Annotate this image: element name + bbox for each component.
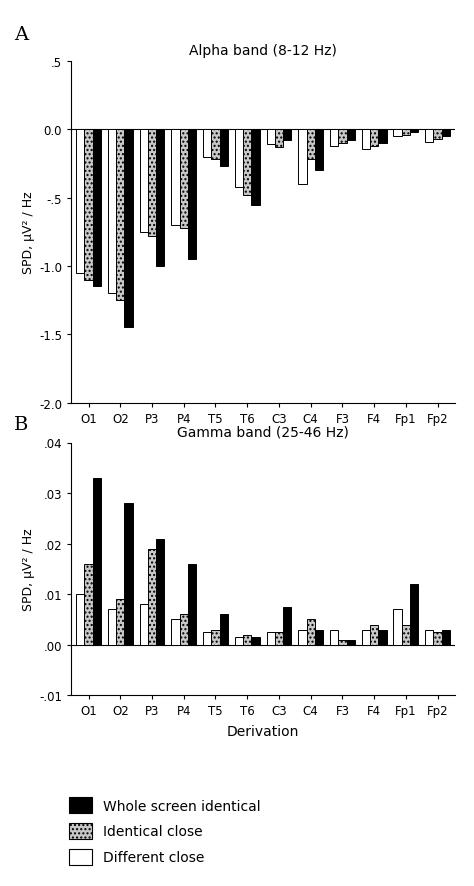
Bar: [108, 610, 116, 645]
Bar: [362, 630, 370, 645]
Bar: [410, 130, 418, 133]
Bar: [370, 625, 378, 645]
Bar: [211, 630, 219, 645]
Title: Gamma band (25-46 Hz): Gamma band (25-46 Hz): [177, 425, 349, 439]
Bar: [235, 130, 243, 188]
Bar: [402, 130, 410, 136]
Bar: [330, 130, 338, 146]
Bar: [442, 630, 450, 645]
Bar: [140, 604, 148, 645]
Bar: [425, 130, 433, 143]
Bar: [338, 130, 346, 144]
Bar: [188, 130, 196, 260]
Bar: [338, 640, 346, 645]
Bar: [251, 130, 260, 206]
Bar: [362, 130, 370, 150]
Bar: [370, 130, 378, 146]
Bar: [203, 633, 211, 645]
Bar: [393, 610, 402, 645]
Bar: [180, 130, 188, 229]
Title: Alpha band (8-12 Hz): Alpha band (8-12 Hz): [189, 44, 337, 58]
Y-axis label: SPD, μV² / Hz: SPD, μV² / Hz: [22, 528, 35, 610]
Text: A: A: [14, 26, 28, 44]
Bar: [116, 600, 124, 645]
Bar: [298, 630, 307, 645]
Bar: [393, 130, 402, 137]
Bar: [76, 130, 84, 274]
Bar: [211, 130, 219, 160]
Legend: Whole screen identical, Identical close, Different close: Whole screen identical, Identical close,…: [64, 791, 266, 870]
Bar: [219, 615, 228, 645]
Bar: [140, 130, 148, 232]
Bar: [433, 633, 442, 645]
Bar: [442, 130, 450, 137]
X-axis label: Derivation: Derivation: [227, 725, 299, 738]
Bar: [410, 585, 418, 645]
Bar: [266, 130, 275, 145]
Bar: [275, 130, 283, 148]
Bar: [283, 607, 292, 645]
Bar: [402, 625, 410, 645]
Bar: [243, 635, 251, 645]
Bar: [315, 130, 323, 171]
Bar: [346, 130, 355, 141]
Bar: [298, 130, 307, 185]
Bar: [76, 595, 84, 645]
Bar: [84, 130, 93, 280]
Bar: [116, 130, 124, 301]
Bar: [243, 130, 251, 196]
Bar: [124, 503, 133, 645]
Bar: [108, 130, 116, 294]
Bar: [156, 539, 164, 645]
Bar: [266, 633, 275, 645]
Y-axis label: SPD, μV² / Hz: SPD, μV² / Hz: [22, 191, 35, 274]
Bar: [251, 637, 260, 645]
Bar: [283, 130, 292, 141]
Bar: [180, 615, 188, 645]
Bar: [93, 130, 101, 287]
Bar: [330, 630, 338, 645]
Bar: [124, 130, 133, 328]
Bar: [148, 130, 156, 237]
Bar: [378, 630, 386, 645]
Bar: [433, 130, 442, 140]
Bar: [425, 630, 433, 645]
Text: B: B: [14, 416, 28, 434]
Bar: [172, 130, 180, 226]
Bar: [148, 549, 156, 645]
Bar: [156, 130, 164, 267]
Bar: [203, 130, 211, 158]
Bar: [307, 620, 315, 645]
Bar: [235, 637, 243, 645]
Bar: [307, 130, 315, 160]
Bar: [275, 633, 283, 645]
Bar: [315, 630, 323, 645]
Bar: [378, 130, 386, 144]
Bar: [219, 130, 228, 167]
Bar: [188, 564, 196, 645]
Bar: [84, 564, 93, 645]
Bar: [346, 640, 355, 645]
Bar: [172, 620, 180, 645]
Bar: [93, 478, 101, 645]
